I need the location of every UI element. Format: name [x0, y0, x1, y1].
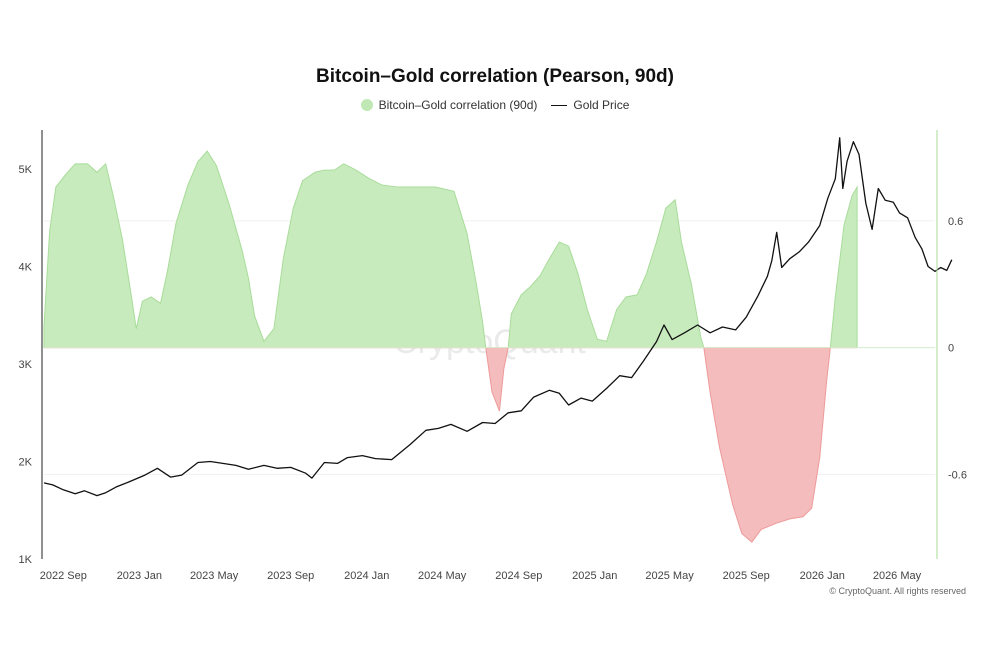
x-tick-label-3: 2023 Sep [267, 570, 314, 582]
correlation-negative-area [44, 347, 858, 543]
legend-label-correlation: Bitcoin–Gold correlation (90d) [378, 98, 538, 112]
legend-item-gold-price[interactable]: Gold Price [551, 98, 629, 112]
legend-swatch-correlation [360, 99, 373, 111]
right-tick-label-1: 0 [948, 343, 954, 355]
x-tick-label-8: 2025 May [645, 570, 694, 582]
x-tick-label-7: 2025 Jan [572, 570, 617, 582]
x-tick-label-4: 2024 Jan [344, 570, 389, 582]
correlation-positive-area [43, 150, 858, 349]
chart-title: Bitcoin–Gold correlation (Pearson, 90d) [316, 66, 674, 87]
chart-legend: Bitcoin–Gold correlation (90d) Gold Pric… [0, 98, 990, 112]
right-tick-label-0: 0.6 [948, 216, 963, 228]
left-tick-label-2: 3K [19, 359, 33, 371]
left-tick-label-4: 5K [19, 164, 33, 176]
right-tick-label-2: -0.6 [948, 469, 967, 481]
x-tick-label-2: 2023 May [190, 570, 239, 582]
legend-label-gold-price: Gold Price [573, 98, 630, 112]
x-tick-label-10: 2026 Jan [800, 570, 845, 582]
left-tick-label-1: 2K [19, 457, 33, 469]
x-tick-label-1: 2023 Jan [117, 570, 162, 582]
copyright-text: © CryptoQuant. All rights reserved [829, 586, 966, 596]
x-tick-label-0: 2022 Sep [40, 570, 87, 582]
x-tick-label-5: 2024 May [418, 570, 467, 582]
x-tick-label-9: 2025 Sep [723, 570, 770, 582]
legend-item-correlation[interactable]: Bitcoin–Gold correlation (90d) [360, 98, 538, 112]
legend-swatch-gold-price [551, 104, 568, 106]
left-tick-label-0: 1K [19, 554, 33, 566]
gold-price-line [43, 137, 953, 497]
x-tick-label-11: 2026 May [873, 570, 922, 582]
x-tick-label-6: 2024 Sep [495, 570, 542, 582]
left-tick-label-3: 4K [19, 262, 33, 274]
